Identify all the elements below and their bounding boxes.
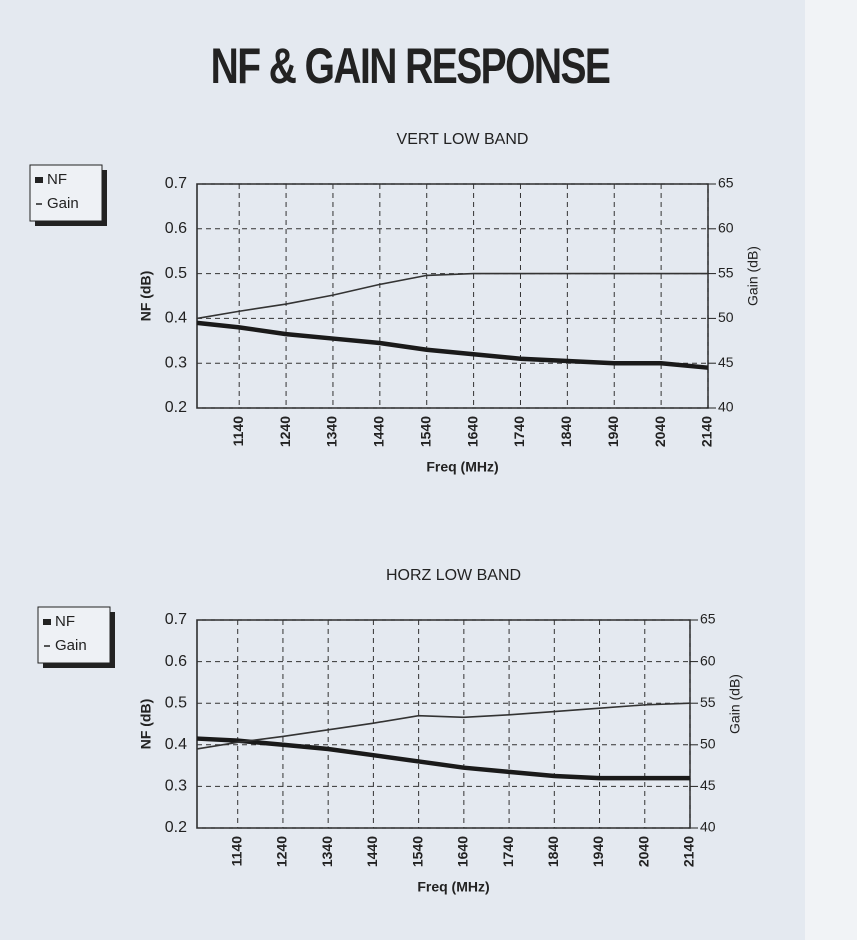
- y2-tick-label: 50: [718, 309, 734, 325]
- chart-title: HORZ LOW BAND: [386, 567, 521, 584]
- y2-tick-label: 65: [718, 175, 734, 191]
- y-tick-label: 0.7: [165, 611, 187, 628]
- x-tick-label: 1640: [455, 836, 471, 867]
- x-tick-label: 2140: [699, 416, 715, 447]
- y-tick-label: 0.5: [165, 694, 187, 711]
- x-tick-label: 1140: [228, 836, 244, 867]
- x-tick-label: 1840: [545, 836, 561, 867]
- legend-label: Gain: [55, 637, 87, 654]
- y-tick-label: 0.2: [165, 819, 187, 836]
- y2-tick-label: 45: [700, 777, 716, 793]
- legend-label: NF: [55, 613, 75, 630]
- x-tick-label: 1540: [409, 836, 425, 867]
- page-title: NF & GAIN RESPONSE: [211, 37, 610, 94]
- legend-label: Gain: [47, 195, 79, 212]
- x-tick-label: 1240: [277, 416, 293, 447]
- y-tick-label: 0.6: [165, 653, 187, 670]
- y2-tick-label: 40: [718, 399, 734, 415]
- x-tick-label: 1440: [364, 836, 380, 867]
- y-tick-label: 0.3: [165, 354, 187, 371]
- y-tick-label: 0.2: [165, 399, 187, 416]
- legend-marker: [35, 177, 43, 183]
- x-tick-label: 1940: [590, 836, 606, 867]
- nf-line: [196, 736, 690, 781]
- x-tick-label: 1940: [605, 416, 621, 447]
- y2-tick-label: 65: [700, 611, 716, 627]
- y2-tick-label: 40: [700, 819, 716, 835]
- legend-box: [37, 606, 111, 664]
- nf-line: [196, 320, 709, 370]
- x-tick-label: 1740: [511, 416, 527, 447]
- gain-line: [196, 272, 708, 320]
- x-tick-label: 1140: [230, 416, 246, 447]
- y2-tick-label: 60: [700, 652, 716, 668]
- y-axis-label: NF (dB): [138, 271, 154, 322]
- y-tick-label: 0.4: [165, 310, 187, 327]
- y2-tick-label: 55: [700, 694, 716, 710]
- y2-axis-label: Gain (dB): [745, 246, 761, 306]
- paper-edge: [805, 0, 857, 940]
- x-tick-label: 1340: [319, 836, 335, 867]
- x-tick-label: 1240: [274, 836, 290, 867]
- legend-label: NF: [47, 171, 67, 188]
- y-tick-label: 0.5: [165, 265, 187, 282]
- y-tick-label: 0.7: [165, 175, 187, 192]
- x-tick-label: 1640: [464, 416, 480, 447]
- y2-tick-label: 60: [718, 220, 734, 236]
- y2-axis-label: Gain (dB): [727, 674, 743, 734]
- x-tick-label: 2040: [652, 416, 668, 447]
- legend-marker: [43, 619, 51, 625]
- y-tick-label: 0.4: [165, 736, 187, 753]
- x-tick-label: 1740: [500, 836, 516, 867]
- y2-tick-label: 55: [718, 264, 734, 280]
- x-tick-label: 2040: [635, 836, 651, 867]
- x-tick-label: 1340: [324, 416, 340, 447]
- x-tick-label: 1840: [558, 416, 574, 447]
- legend-box: [29, 164, 103, 222]
- x-tick-label: 1440: [371, 416, 387, 447]
- x-axis-label: Freq (MHz): [417, 879, 489, 895]
- gain-line: [196, 702, 691, 750]
- y-axis-label: NF (dB): [138, 699, 154, 750]
- y-tick-label: 0.3: [165, 778, 187, 795]
- y2-tick-label: 50: [700, 736, 716, 752]
- x-tick-label: 2140: [681, 836, 697, 867]
- chart-title: VERT LOW BAND: [397, 131, 529, 148]
- x-tick-label: 1540: [417, 416, 433, 447]
- y-tick-label: 0.6: [165, 220, 187, 237]
- y2-tick-label: 45: [718, 354, 734, 370]
- x-axis-label: Freq (MHz): [426, 459, 498, 475]
